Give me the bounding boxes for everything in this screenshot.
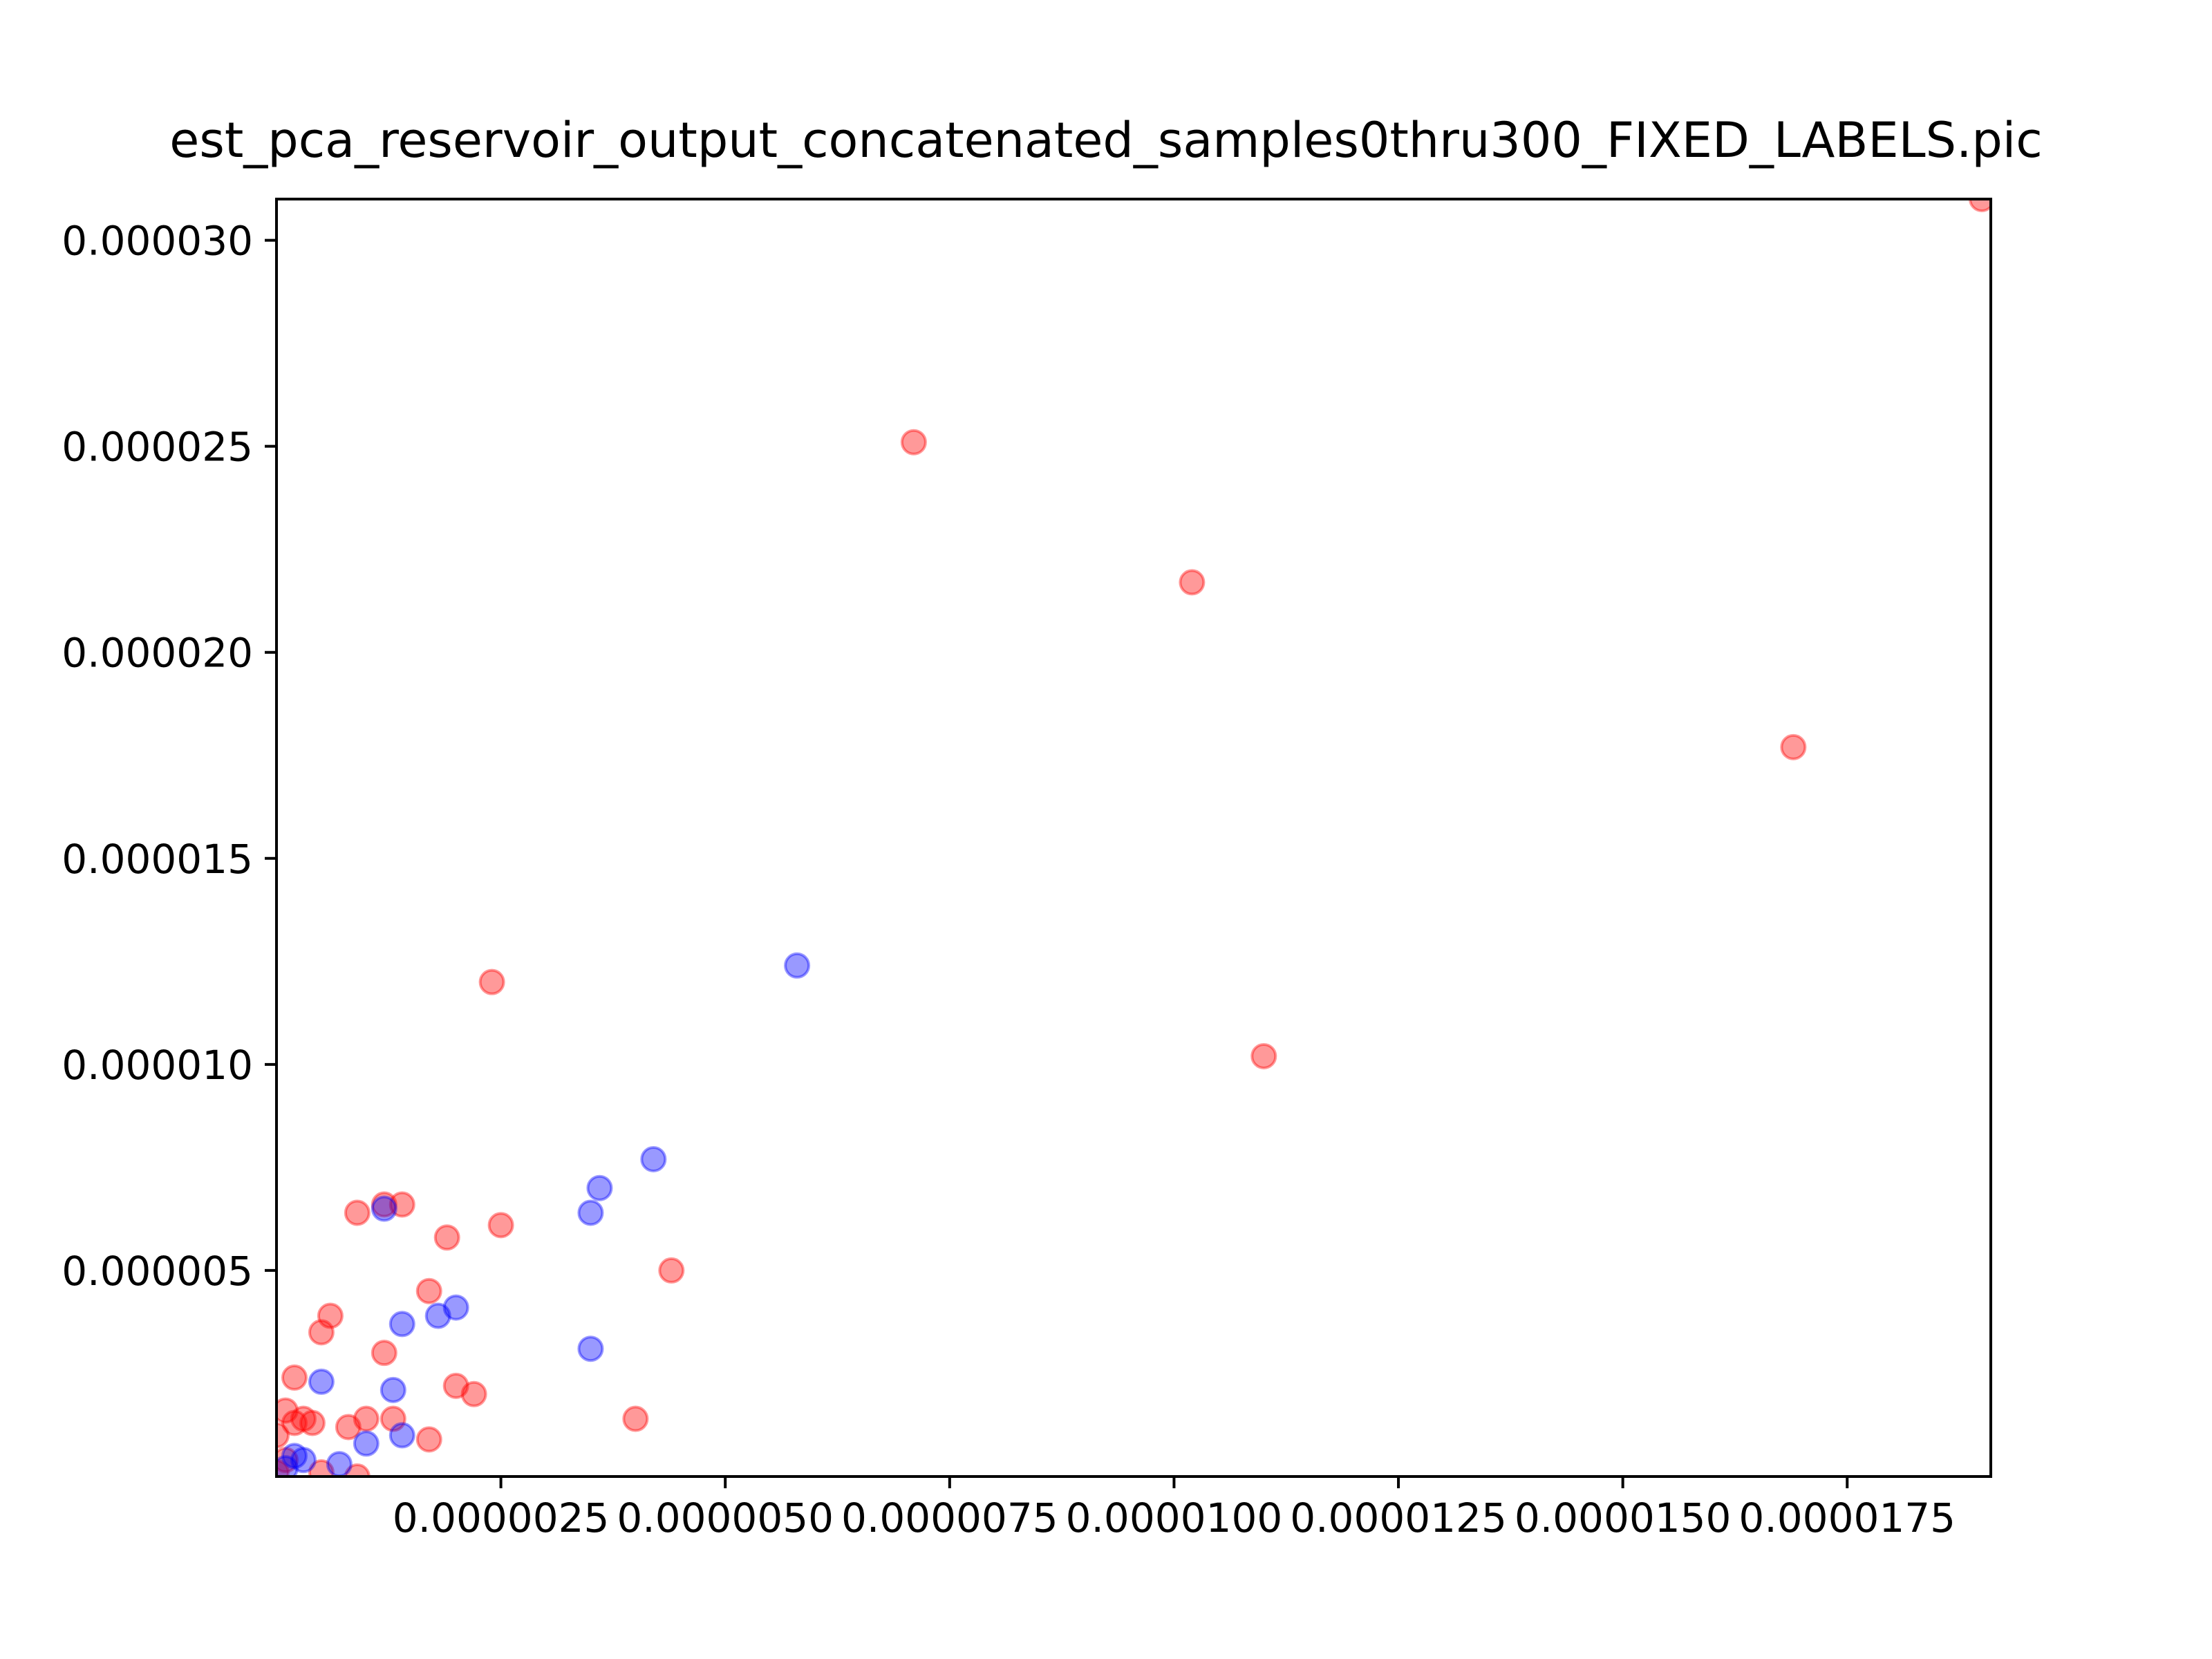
data-point xyxy=(281,1364,308,1391)
data-point xyxy=(784,952,811,979)
chart-title: est_pca_reservoir_output_concatenated_sa… xyxy=(169,112,2042,169)
data-point xyxy=(276,1397,299,1424)
data-point xyxy=(586,1174,613,1201)
data-point xyxy=(335,1414,362,1441)
data-point xyxy=(317,1302,344,1329)
x-tick-label: 0.0000100 xyxy=(1066,1494,1283,1541)
y-tick-label: 0.000015 xyxy=(62,836,253,883)
y-axis: 0.000005 0.000010 0.000015 0.000020 0.000025… xyxy=(62,218,276,1295)
data-point xyxy=(1250,1042,1277,1069)
x-tick-label: 0.0000175 xyxy=(1738,1494,1956,1541)
data-point xyxy=(344,1463,371,1477)
data-point xyxy=(424,1302,451,1329)
data-point xyxy=(308,1319,335,1346)
y-tick-label: 0.000020 xyxy=(62,630,253,677)
data-point xyxy=(353,1405,379,1432)
x-tick-label: 0.0000025 xyxy=(393,1494,610,1541)
data-point xyxy=(276,1447,299,1474)
data-point xyxy=(1179,569,1206,596)
data-point xyxy=(379,1405,406,1432)
x-axis: 0.0000025 0.0000050 0.0000075 0.0000100 0.00… xyxy=(393,1477,1956,1541)
data-point xyxy=(577,1335,604,1362)
data-point xyxy=(371,1195,397,1222)
data-point xyxy=(640,1145,667,1172)
data-point xyxy=(658,1257,685,1284)
data-point xyxy=(290,1405,317,1432)
data-point xyxy=(577,1199,604,1226)
data-point xyxy=(900,429,927,456)
data-point xyxy=(388,1422,415,1449)
data-point xyxy=(290,1447,317,1474)
data-point xyxy=(433,1224,460,1251)
data-point xyxy=(308,1368,335,1395)
data-point xyxy=(622,1405,649,1432)
data-point xyxy=(1969,199,1991,212)
data-point xyxy=(442,1294,469,1321)
data-point xyxy=(326,1451,353,1477)
points-layer xyxy=(276,199,1991,1477)
x-tick-label: 0.0000075 xyxy=(841,1494,1058,1541)
data-point xyxy=(281,1409,308,1436)
data-point xyxy=(388,1191,415,1218)
data-point xyxy=(281,1443,308,1470)
data-point xyxy=(308,1459,335,1477)
data-point xyxy=(415,1277,442,1304)
x-tick-label: 0.0000125 xyxy=(1290,1494,1507,1541)
y-tick-label: 0.000030 xyxy=(62,218,253,265)
data-point xyxy=(276,1422,290,1449)
y-tick-label: 0.000010 xyxy=(62,1042,253,1089)
data-point xyxy=(487,1212,514,1239)
data-point xyxy=(276,1459,290,1477)
x-tick-label: 0.0000050 xyxy=(617,1494,834,1541)
data-point xyxy=(371,1191,397,1218)
y-tick-label: 0.000025 xyxy=(62,424,253,471)
data-point xyxy=(442,1372,469,1399)
plot-area xyxy=(275,198,1992,1478)
data-point xyxy=(379,1376,406,1403)
data-point xyxy=(1780,733,1807,760)
x-tick-label: 0.0000150 xyxy=(1515,1494,1732,1541)
data-point xyxy=(371,1340,397,1367)
data-point xyxy=(460,1380,487,1407)
plot-frame xyxy=(275,198,1992,1478)
data-point xyxy=(276,1455,299,1477)
data-point xyxy=(299,1409,326,1436)
data-point xyxy=(415,1426,442,1453)
y-tick-label: 0.000005 xyxy=(62,1248,253,1295)
data-point xyxy=(478,968,505,995)
data-point xyxy=(344,1199,371,1226)
data-point xyxy=(353,1430,379,1457)
data-point xyxy=(388,1311,415,1338)
